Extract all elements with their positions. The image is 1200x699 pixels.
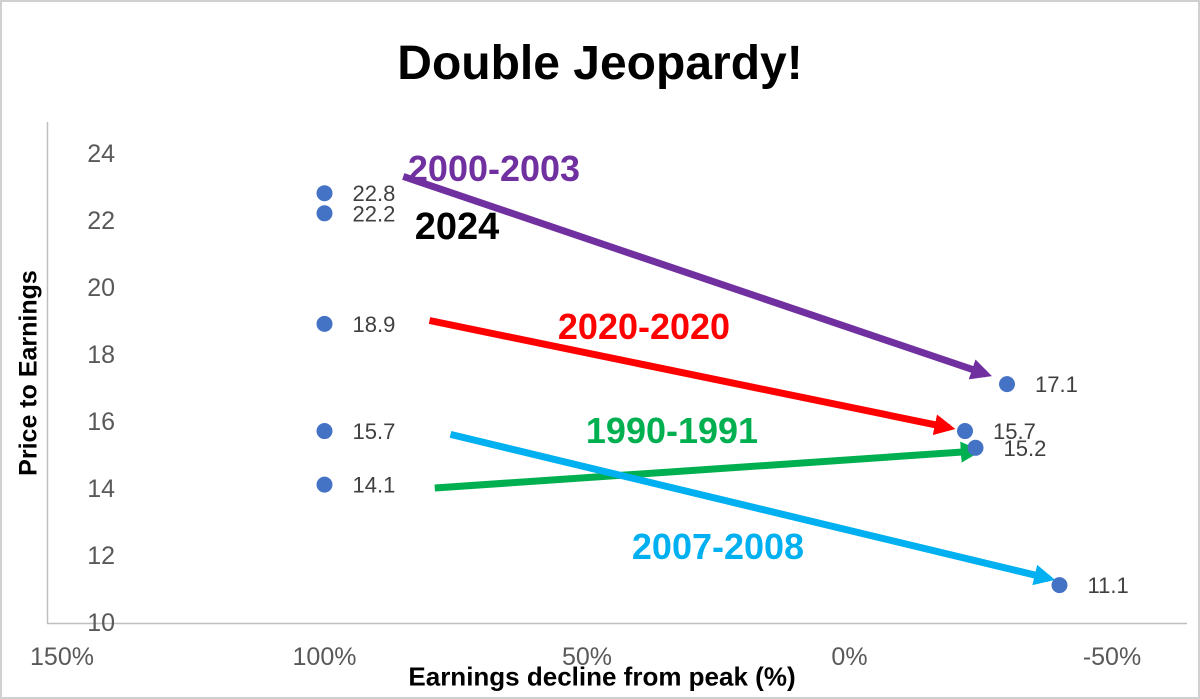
data-point-label: 22.2 xyxy=(353,201,396,226)
arrow-2000-2003 xyxy=(402,173,992,380)
data-point xyxy=(1051,577,1068,594)
x-axis-title: Earnings decline from peak (%) xyxy=(408,661,796,692)
data-point-label: 15.7 xyxy=(993,419,1036,444)
x-tick-label: 0% xyxy=(831,643,867,671)
x-tick-label: 150% xyxy=(30,643,94,671)
x-tick-label: 100% xyxy=(293,643,357,671)
period-label-2000-2003: 2000-2003 xyxy=(408,148,580,189)
data-point xyxy=(957,423,973,440)
arrow-2007-2008 xyxy=(449,430,1056,586)
data-point xyxy=(316,476,333,493)
y-tick-label: 20 xyxy=(87,274,115,302)
period-label-2007-2008: 2007-2008 xyxy=(632,526,804,567)
y-tick-label: 12 xyxy=(87,542,115,570)
y-tick-label: 10 xyxy=(87,609,115,637)
data-point xyxy=(316,423,333,440)
data-point xyxy=(316,205,333,222)
y-tick-label: 24 xyxy=(87,140,115,168)
annotation-2024: 2024 xyxy=(415,206,500,248)
data-point xyxy=(316,315,333,332)
y-tick-label: 22 xyxy=(87,207,115,235)
x-tick-label: 50% xyxy=(562,643,612,671)
y-tick-label: 16 xyxy=(87,408,115,436)
data-point xyxy=(967,439,984,456)
data-point-label: 15.7 xyxy=(353,419,396,444)
y-tick-label: 18 xyxy=(87,341,115,369)
data-point-label: 14.1 xyxy=(353,473,396,498)
x-tick-label: -50% xyxy=(1083,643,1141,671)
data-point-label: 11.1 xyxy=(1088,573,1129,598)
data-point-label: 22.8 xyxy=(353,181,396,206)
period-label-1990-1991: 1990-1991 xyxy=(586,410,758,451)
data-point xyxy=(999,376,1015,393)
period-label-2020-2020: 2020-2020 xyxy=(558,306,730,347)
data-point xyxy=(316,185,333,202)
data-point-label: 17.1 xyxy=(1035,372,1078,397)
y-tick-label: 14 xyxy=(87,475,115,503)
chart-title: Double Jeopardy! xyxy=(397,37,803,90)
data-point-label: 15.2 xyxy=(1004,436,1047,461)
data-point-label: 18.9 xyxy=(353,312,396,337)
arrow-1990-1991 xyxy=(434,441,982,492)
arrow-2020-2020 xyxy=(428,317,956,436)
